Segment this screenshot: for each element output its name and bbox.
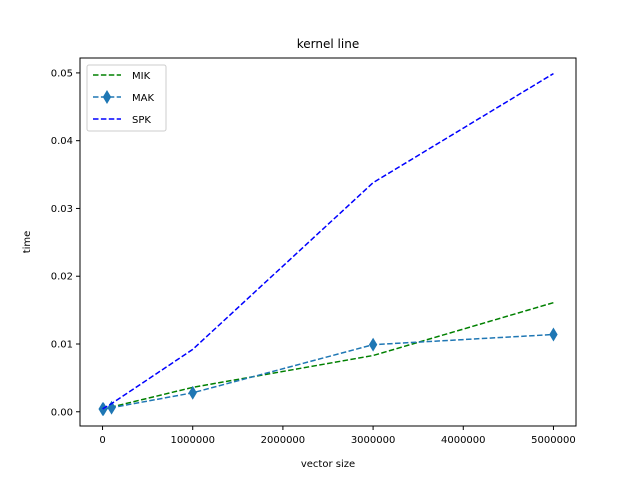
y-tick-label: 0.05	[51, 68, 73, 79]
y-axis: 0.00 0.01 0.02 0.03 0.04 0.05	[51, 68, 80, 418]
plot-area	[98, 72, 558, 417]
data-point-mak	[549, 327, 558, 342]
x-tick-label: 2000000	[261, 435, 306, 446]
x-axis-label: vector size	[301, 459, 355, 470]
y-tick-label: 0.03	[51, 204, 73, 215]
x-tick-label: 3000000	[351, 435, 396, 446]
data-point-mak	[188, 385, 197, 400]
plot-frame	[79, 57, 577, 427]
x-tick-label: 0	[99, 435, 105, 446]
y-axis-label: time	[22, 231, 33, 254]
x-tick-label: 5000000	[531, 435, 576, 446]
legend-marker-mak	[102, 90, 112, 104]
legend-label-mak: MAK	[132, 93, 154, 104]
y-tick-label: 0.00	[51, 407, 73, 418]
x-axis: 0 1000000 2000000 3000000 4000000 5000000	[99, 426, 576, 446]
legend: MIK MAK SPK	[86, 64, 167, 132]
legend-box	[86, 64, 167, 132]
y-tick-label: 0.01	[51, 339, 73, 350]
y-tick-label: 0.02	[51, 272, 73, 283]
series-line-spk	[102, 72, 554, 410]
x-tick-label: 1000000	[170, 435, 215, 446]
y-tick-label: 0.04	[51, 136, 73, 147]
legend-label-mik: MIK	[132, 71, 151, 82]
data-point-mak	[368, 337, 378, 352]
x-tick-label: 4000000	[441, 435, 486, 446]
chart-title: kernel line	[297, 37, 359, 51]
legend-label-spk: SPK	[132, 115, 151, 126]
